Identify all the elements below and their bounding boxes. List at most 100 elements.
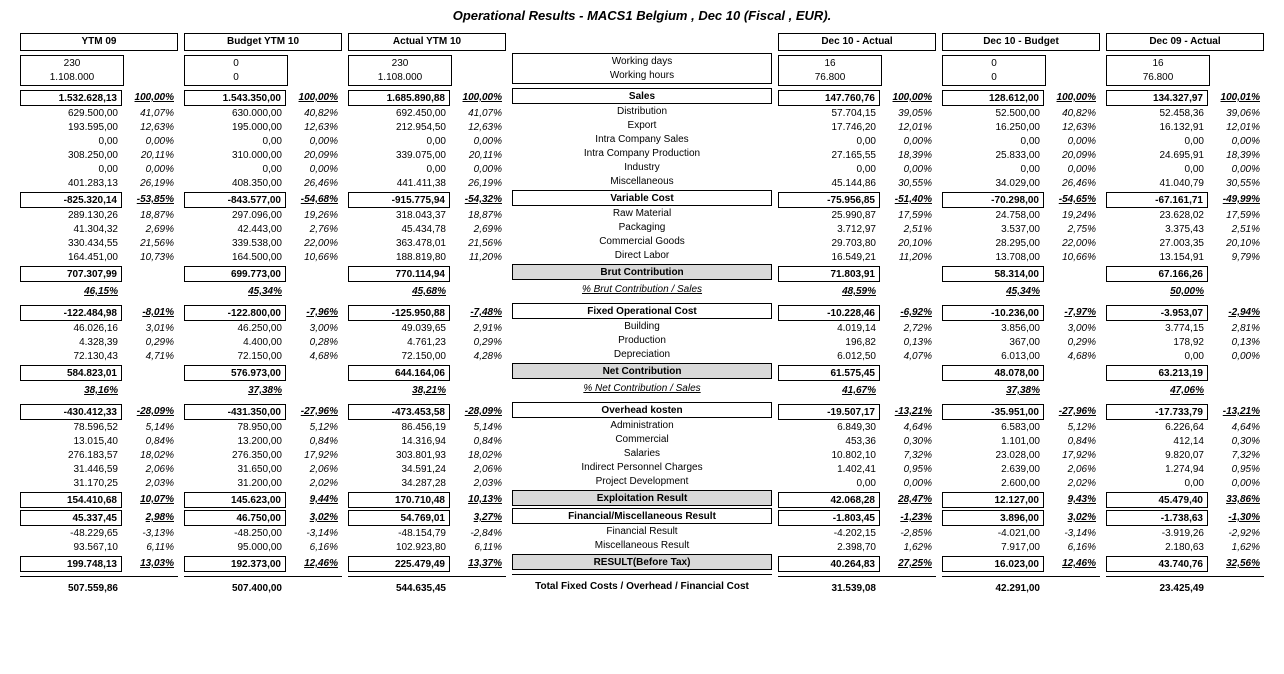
detail-pct: 6,11% <box>122 541 178 555</box>
detail-pct: 6,16% <box>1044 541 1100 555</box>
detail-value: 193.595,00 <box>20 121 122 135</box>
detail-pct: 0,00% <box>1208 135 1264 149</box>
section-pct: -53,85% <box>122 191 178 209</box>
section-pct: 2,98% <box>122 509 178 527</box>
detail-pct: -2,92% <box>1208 527 1264 541</box>
total-value: 507.400,00 <box>184 580 286 598</box>
section-pct: 12,46% <box>286 555 342 573</box>
detail-pct: 26,46% <box>1044 177 1100 191</box>
detail-value: 31.446,59 <box>20 463 122 477</box>
section-pct: 100,01% <box>1208 89 1264 107</box>
ratio-value: 38,16% <box>20 382 122 400</box>
detail-value: 24.695,91 <box>1106 149 1208 163</box>
detail-pct: 40,82% <box>286 107 342 121</box>
section-pct: -13,21% <box>880 403 936 421</box>
detail-pct: 20,10% <box>1208 237 1264 251</box>
detail-value: 692.450,00 <box>348 107 450 121</box>
detail-pct: 2,69% <box>450 223 506 237</box>
detail-value: 29.703,80 <box>778 237 880 251</box>
section-value: 42.068,28 <box>778 492 880 508</box>
section-value: -122.484,98 <box>20 305 122 321</box>
detail-pct: 22,00% <box>1044 237 1100 251</box>
section-value: 1.532.628,13 <box>20 90 122 106</box>
detail-pct: 9,79% <box>1208 251 1264 265</box>
detail-value: 0,00 <box>1106 135 1208 149</box>
detail-value: 164.500,00 <box>184 251 286 265</box>
detail-pct: 26,19% <box>450 177 506 191</box>
section-value: 192.373,00 <box>184 556 286 572</box>
column-header: Dec 10 - Actual <box>778 33 936 51</box>
section-pct: 32,56% <box>1208 555 1264 573</box>
detail-pct: 0,13% <box>880 336 936 350</box>
detail-value: 49.039,65 <box>348 322 450 336</box>
ratio-value: 45,34% <box>184 283 286 301</box>
detail-value: -4.202,15 <box>778 527 880 541</box>
detail-value: 24.758,00 <box>942 209 1044 223</box>
detail-value: 3.537,00 <box>942 223 1044 237</box>
section-value: -1.738,63 <box>1106 510 1208 526</box>
detail-pct: 26,19% <box>122 177 178 191</box>
working-days-hours-value: 00 <box>942 55 1046 86</box>
detail-value: 6.012,50 <box>778 350 880 364</box>
working-days-hours-value: 2301.108.000 <box>20 55 124 86</box>
detail-value: 196,82 <box>778 336 880 350</box>
section-pct: -28,09% <box>122 403 178 421</box>
detail-pct: 18,39% <box>1208 149 1264 163</box>
detail-label: Direct Labor <box>512 249 772 263</box>
detail-value: 31.170,25 <box>20 477 122 491</box>
section-pct: 10,07% <box>122 491 178 509</box>
section-value: -843.577,00 <box>184 192 286 208</box>
section-pct: 100,00% <box>1044 89 1100 107</box>
detail-pct: 0,00% <box>1044 163 1100 177</box>
section-value: 67.166,26 <box>1106 266 1208 282</box>
detail-value: 17.746,20 <box>778 121 880 135</box>
detail-value: 629.500,00 <box>20 107 122 121</box>
detail-pct: 40,82% <box>1044 107 1100 121</box>
section-label: Overhead kosten <box>512 402 772 418</box>
section-value: -122.800,00 <box>184 305 286 321</box>
detail-value: 408.350,00 <box>184 177 286 191</box>
detail-pct: 5,12% <box>286 421 342 435</box>
column-header: Dec 09 - Actual <box>1106 33 1264 51</box>
detail-pct: -2,84% <box>450 527 506 541</box>
ratio-value: 37,38% <box>942 382 1044 400</box>
detail-value: 0,00 <box>1106 350 1208 364</box>
detail-pct: 0,84% <box>122 435 178 449</box>
detail-pct: 20,09% <box>1044 149 1100 163</box>
detail-pct: 2,02% <box>1044 477 1100 491</box>
section-pct: -54,68% <box>286 191 342 209</box>
detail-value: 0,00 <box>20 163 122 177</box>
section-pct: -2,94% <box>1208 304 1264 322</box>
detail-value: 45.434,78 <box>348 223 450 237</box>
detail-value: 31.650,00 <box>184 463 286 477</box>
detail-label: Intra Company Production <box>512 147 772 161</box>
detail-label: Project Development <box>512 475 772 489</box>
section-value: 1.543.350,00 <box>184 90 286 106</box>
section-pct: 100,00% <box>286 89 342 107</box>
section-label: Brut Contribution <box>512 264 772 280</box>
section-value: 699.773,00 <box>184 266 286 282</box>
total-value: 31.539,08 <box>778 580 880 598</box>
section-value: 58.314,00 <box>942 266 1044 282</box>
detail-pct: 30,55% <box>1208 177 1264 191</box>
section-value: 134.327,97 <box>1106 90 1208 106</box>
section-value: 584.823,01 <box>20 365 122 381</box>
section-value: -35.951,00 <box>942 404 1044 420</box>
detail-pct: 18,02% <box>450 449 506 463</box>
section-label: RESULT(Before Tax) <box>512 554 772 570</box>
detail-pct: 11,20% <box>880 251 936 265</box>
detail-value: 2.180,63 <box>1106 541 1208 555</box>
section-pct: -1,23% <box>880 509 936 527</box>
detail-value: 9.820,07 <box>1106 449 1208 463</box>
detail-pct: 6,16% <box>286 541 342 555</box>
detail-label: Depreciation <box>512 348 772 362</box>
detail-value: 6.583,00 <box>942 421 1044 435</box>
section-pct: 100,00% <box>122 89 178 107</box>
section-value: 644.164,06 <box>348 365 450 381</box>
detail-value: 0,00 <box>348 135 450 149</box>
detail-pct: 10,73% <box>122 251 178 265</box>
detail-pct: 39,06% <box>1208 107 1264 121</box>
section-value: -10.236,00 <box>942 305 1044 321</box>
section-value: 225.479,49 <box>348 556 450 572</box>
detail-label: Miscellaneous Result <box>512 539 772 553</box>
